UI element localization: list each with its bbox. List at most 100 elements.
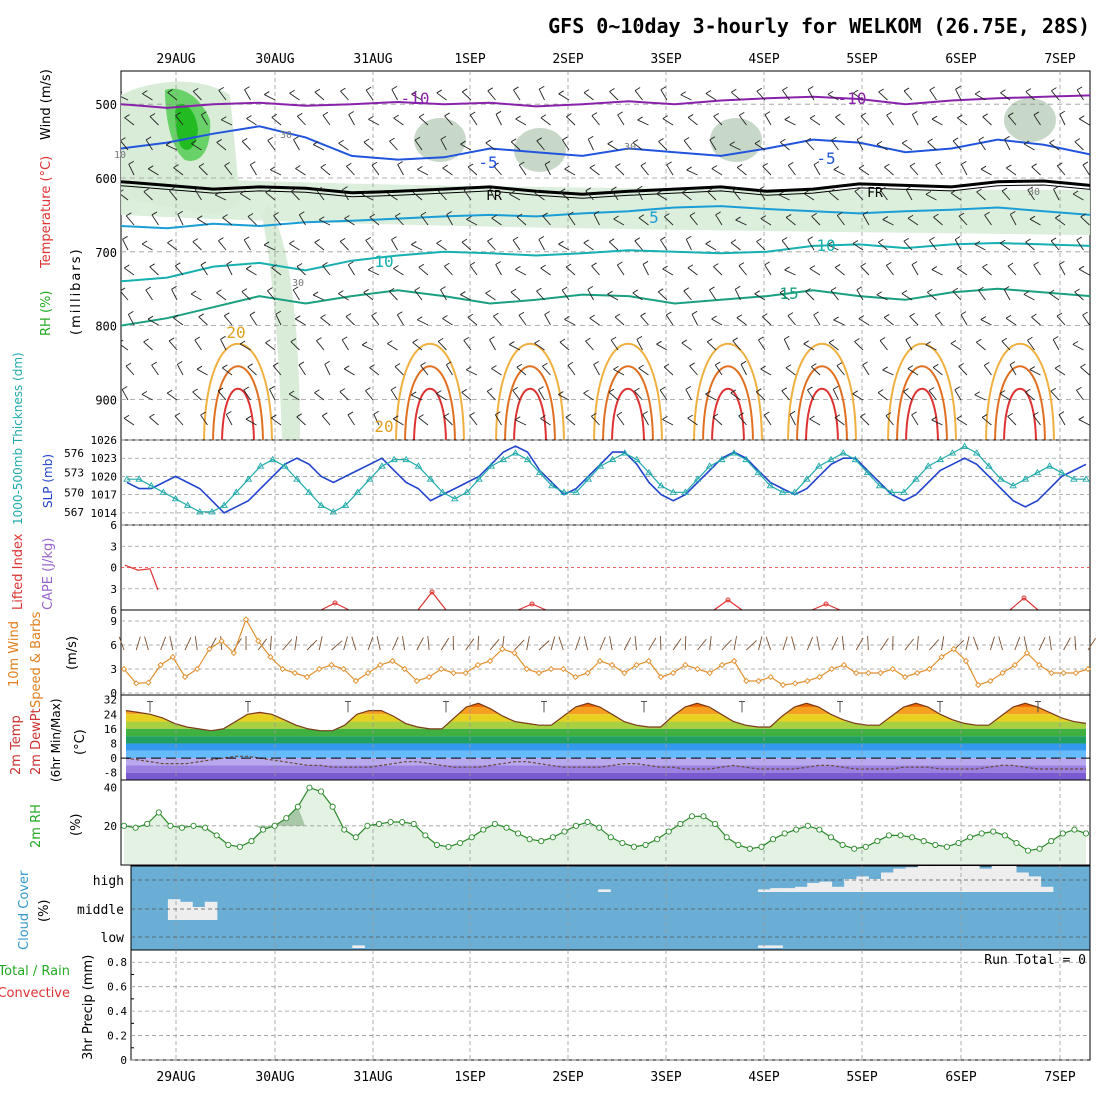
wind-barb (706, 341, 717, 351)
wind-barb (974, 93, 986, 101)
wind-barb-flag (165, 141, 172, 146)
wind-barb (1001, 190, 1011, 201)
wind-barb (340, 90, 349, 101)
wind-barb-flag (173, 314, 179, 319)
wind-barb-flag (1076, 86, 1083, 91)
wind-barb-flag (931, 115, 938, 120)
wind-barb-flag (852, 89, 859, 94)
li-tick-label: 6 (110, 519, 117, 532)
wind-barb (954, 389, 962, 401)
wind-barb-flag (884, 163, 890, 168)
wind-speed-marker (486, 657, 494, 665)
wind-barb (147, 318, 159, 326)
wind-barb (124, 117, 135, 126)
wind-barb-flag (512, 236, 519, 241)
wind-10m-units: (m/s) (65, 636, 80, 670)
wind-barb (518, 164, 527, 176)
rh-marker (538, 838, 545, 845)
wind-barb-flag (835, 113, 841, 118)
wind-barb-flag (314, 389, 320, 394)
rh-marker (897, 832, 904, 839)
wind-barb-flag (465, 366, 472, 371)
wind-barb-flag (436, 239, 442, 244)
thickness-marker (645, 468, 653, 476)
rh-marker (770, 836, 777, 843)
rh-marker (1036, 845, 1043, 852)
wind-barb (664, 216, 674, 226)
rh-marker (202, 824, 209, 831)
wind-barb-flag (858, 164, 865, 169)
upper-air-grid (121, 71, 1090, 440)
wind-barb (121, 291, 129, 301)
wind-barb (1033, 264, 1041, 276)
wind-barb-flag (243, 236, 250, 241)
wind-barb-flag (958, 212, 965, 217)
thickness-marker (803, 475, 811, 482)
wind-barb-flag (901, 290, 908, 294)
wind-barb-flag (559, 188, 566, 193)
date-label-bottom: 31AUG (353, 1070, 392, 1085)
wind-barb (461, 91, 472, 101)
date-label-bottom: 3SEP (650, 1070, 681, 1085)
wind-barb (467, 316, 478, 326)
wind-barb (513, 89, 521, 101)
wind-barb-flag (536, 137, 543, 142)
wind-speed-marker (743, 677, 750, 685)
precip-tick-label: 0.6 (107, 981, 127, 994)
wind-barb (952, 140, 962, 151)
wind-barb-flag (487, 87, 494, 92)
wind-barb (705, 393, 717, 401)
wind-10m-barb (318, 636, 323, 651)
wind-barb-flag (736, 314, 743, 319)
wind-barb-flag (781, 237, 788, 241)
wind-tick-label: 0 (110, 687, 117, 700)
wind-barb (396, 314, 404, 326)
wind-barb (316, 190, 325, 201)
wind-barb-flag (713, 263, 719, 268)
rh-marker (885, 832, 893, 839)
wind-barb (143, 191, 153, 201)
cloud-layer-label: middle (77, 903, 124, 918)
wind-barb-flag (978, 136, 985, 141)
temp-2m-label: 2m Temp (9, 715, 24, 775)
wind-barb-flag (1029, 366, 1036, 370)
wind-barb-flag (417, 165, 423, 170)
wind-barb (411, 244, 423, 251)
wind-barb-flag (762, 313, 768, 318)
wind-barb-flag (410, 391, 417, 396)
wind-barb-flag (662, 265, 668, 270)
wind-barb-flag (470, 111, 476, 116)
isotherm-line (121, 205, 1090, 230)
thickness-marker (608, 455, 617, 463)
wind-barb-flag (295, 165, 301, 169)
wind-barb-flag (515, 265, 521, 270)
wind-barb (932, 367, 943, 376)
wind-barb-flag (316, 337, 322, 342)
wind-barb-flag (269, 166, 276, 171)
wind-barb (342, 189, 349, 201)
rh-marker (271, 822, 278, 829)
wind-speed-marker (340, 665, 347, 673)
wind-barb-flag (1006, 164, 1012, 169)
wind-barb-flag (607, 140, 613, 145)
wind-barb (1031, 166, 1041, 176)
wind-barb (609, 91, 619, 101)
wind-barb-flag (686, 235, 692, 240)
wind-barb-flag (191, 140, 197, 145)
wind-barb (781, 390, 790, 401)
wind-10m-barb (599, 636, 606, 651)
wind-barb (931, 419, 943, 426)
wind-barb-flag (167, 89, 173, 93)
thickness-marker (463, 488, 471, 495)
wind-barb (387, 192, 398, 201)
warm-isotherm-lobe (1003, 387, 1037, 440)
thickness-marker (390, 455, 398, 463)
wind-barb (313, 144, 325, 151)
wind-barb (1076, 89, 1084, 101)
wind-barb (1003, 289, 1011, 301)
wind-barb-flag (519, 161, 525, 166)
wind-barb (200, 414, 208, 426)
wind-10m-barb (294, 636, 298, 651)
wind-barb (469, 114, 478, 126)
chart-title: GFS 0~10day 3-hourly for WELKOM (26.75E,… (548, 14, 1090, 38)
